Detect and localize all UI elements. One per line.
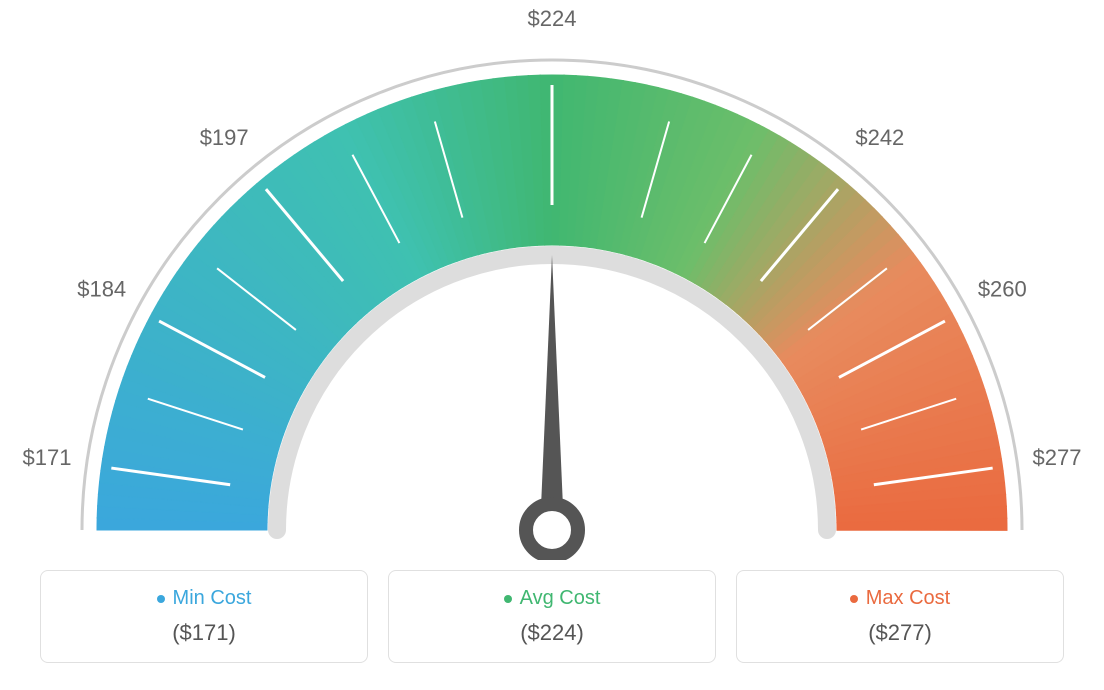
legend-label-row-min: Min Cost [157, 587, 252, 610]
legend-box-avg: Avg Cost ($224) [388, 570, 716, 663]
svg-text:$242: $242 [855, 125, 904, 150]
svg-text:$184: $184 [77, 276, 126, 301]
cost-gauge-chart: $171 $184 $197 $224 $242 $260 $277 Min Cost ($… [0, 0, 1104, 690]
legend-label-min: Min Cost [173, 587, 252, 610]
legend-dot-max [850, 595, 858, 603]
svg-text:$197: $197 [200, 125, 249, 150]
gauge-area: $171 $184 $197 $224 $242 $260 $277 [0, 0, 1104, 560]
legend-dot-avg [504, 595, 512, 603]
svg-text:$224: $224 [528, 6, 577, 31]
legend-box-max: Max Cost ($277) [736, 570, 1064, 663]
legend-value-max: ($277) [868, 620, 932, 646]
svg-text:$171: $171 [22, 445, 71, 470]
legend-dot-min [157, 595, 165, 603]
legend-value-avg: ($224) [520, 620, 584, 646]
legend-value-min: ($171) [172, 620, 236, 646]
svg-text:$277: $277 [1033, 445, 1082, 470]
legend-label-row-avg: Avg Cost [504, 587, 601, 610]
gauge-svg: $171 $184 $197 $224 $242 $260 $277 [0, 0, 1104, 560]
legend-label-max: Max Cost [866, 587, 950, 610]
svg-text:$260: $260 [978, 276, 1027, 301]
legend-row: Min Cost ($171) Avg Cost ($224) Max Cost… [0, 560, 1104, 663]
legend-box-min: Min Cost ($171) [40, 570, 368, 663]
legend-label-row-max: Max Cost [850, 587, 950, 610]
legend-label-avg: Avg Cost [520, 587, 601, 610]
